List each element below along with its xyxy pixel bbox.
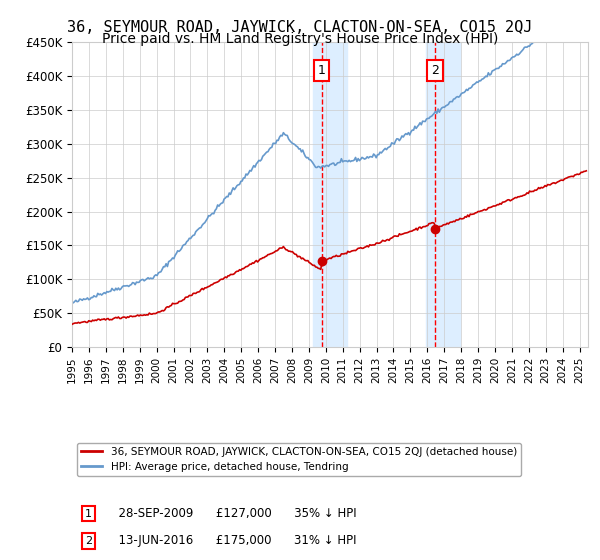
Text: 13-JUN-2016      £175,000      31% ↓ HPI: 13-JUN-2016 £175,000 31% ↓ HPI — [110, 534, 356, 547]
Text: 2: 2 — [431, 64, 439, 77]
Text: 2: 2 — [85, 536, 92, 546]
Bar — [427, 42, 460, 347]
Legend: 36, SEYMOUR ROAD, JAYWICK, CLACTON-ON-SEA, CO15 2QJ (detached house), HPI: Avera: 36, SEYMOUR ROAD, JAYWICK, CLACTON-ON-SE… — [77, 443, 521, 476]
Bar — [313, 42, 347, 347]
Text: Price paid vs. HM Land Registry's House Price Index (HPI): Price paid vs. HM Land Registry's House … — [102, 32, 498, 46]
Text: 1: 1 — [317, 64, 325, 77]
Text: 36, SEYMOUR ROAD, JAYWICK, CLACTON-ON-SEA, CO15 2QJ: 36, SEYMOUR ROAD, JAYWICK, CLACTON-ON-SE… — [67, 20, 533, 35]
Text: 28-SEP-2009      £127,000      35% ↓ HPI: 28-SEP-2009 £127,000 35% ↓ HPI — [110, 507, 356, 520]
Text: 1: 1 — [85, 508, 92, 519]
